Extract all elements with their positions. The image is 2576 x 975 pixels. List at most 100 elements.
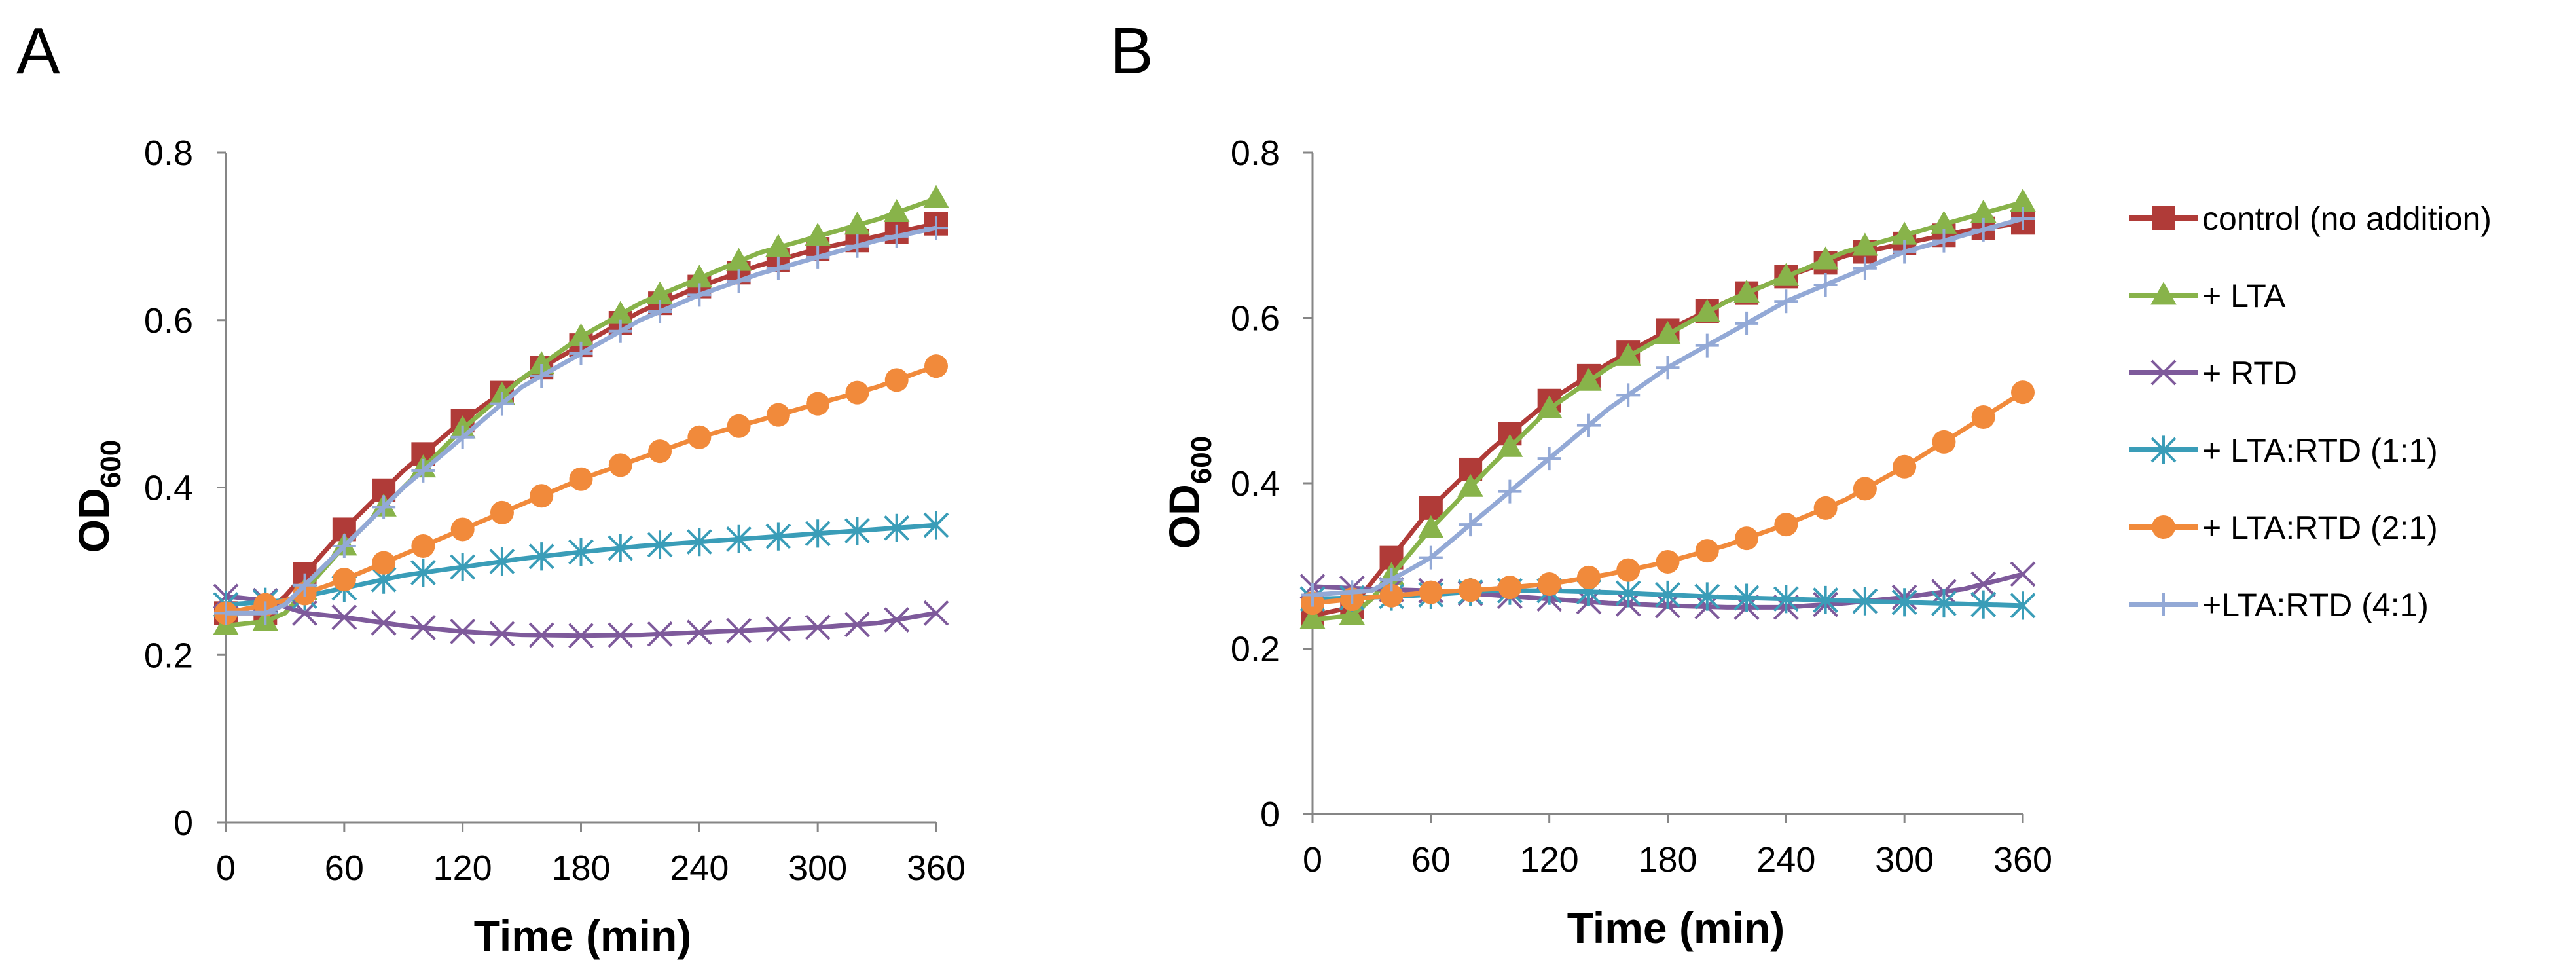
series-lta-rtd-2-1-a: [214, 354, 948, 625]
data-point-lta-rtd-1-1-b: [1773, 585, 1799, 614]
data-point-lta-rtd-1-1-b: [1852, 587, 1878, 616]
panel-b: B OD600 Time (min) 0 0.2 0.4 0.6 0.8 0 60 120 18…: [1110, 14, 2052, 952]
legend-swatch-lta-rtd-1-1: [2129, 435, 2198, 464]
data-point-rtd-a: [647, 621, 673, 647]
data-point-lta-b: [1457, 473, 1483, 497]
data-point-lta-b: [1339, 602, 1366, 625]
data-point-rtd-a: [331, 604, 357, 631]
data-point-rtd-b: [2010, 561, 2036, 587]
legend-entry-lta: + LTA: [2129, 278, 2286, 314]
data-point-rtd-a: [410, 615, 436, 640]
data-point-lta-rtd-4-1-a: [530, 364, 554, 388]
data-point-lta-rtd-1-1-b: [1694, 582, 1720, 611]
series-line-lta-rtd-4-1-b: [1312, 216, 2023, 597]
legend-swatch-lta-rtd-2-1: [2129, 515, 2198, 539]
data-point-lta-rtd-4-1-a: [687, 283, 712, 307]
data-point-lta-rtd-1-1-a: [410, 558, 436, 587]
data-point-lta-rtd-1-1-b: [1931, 589, 1957, 618]
x-tick-label-a: 60: [325, 849, 364, 888]
data-point-lta-rtd-2-1-a: [884, 368, 909, 392]
data-point-lta-b: [2010, 189, 2036, 212]
series-lta-rtd-1-1-b: [1299, 576, 2036, 620]
data-point-rtd-a: [923, 600, 949, 626]
data-point-lta-rtd-2-1-a: [806, 392, 830, 416]
data-point-lta-rtd-2-1-a: [727, 414, 751, 438]
data-point-lta-rtd-2-1-a: [569, 467, 593, 491]
data-point-lta-rtd-1-1-a: [844, 516, 870, 545]
series-layer-a: [213, 185, 949, 649]
x-tick-label-b: 60: [1411, 840, 1451, 879]
data-point-lta-rtd-2-1-b: [2011, 380, 2035, 405]
data-point-lta-rtd-2-1-b: [1498, 576, 1522, 600]
y-tick-label-a: 0.4: [144, 469, 193, 508]
data-point-lta-rtd-1-1-b: [2010, 591, 2036, 620]
x-tick-label-b: 360: [1993, 840, 2052, 879]
data-point-lta-a: [686, 265, 713, 288]
data-point-rtd-a: [608, 622, 634, 648]
data-point-lta-rtd-2-1-a: [845, 380, 869, 405]
data-point-lta-rtd-1-1-a: [647, 530, 673, 559]
data-point-rtd-a: [686, 619, 712, 646]
y-axis-title-main-b: OD: [1160, 484, 1208, 549]
x-tick-label-b: 300: [1875, 840, 1934, 879]
legend-entry-lta-rtd-4-1: +LTA:RTD (4:1): [2129, 587, 2429, 623]
data-point-lta-b: [1615, 342, 1642, 366]
y-tick-label-b: 0.6: [1231, 299, 1280, 339]
x-axis-title-b: Time (min): [1567, 904, 1785, 952]
legend-label-lta: + LTA: [2202, 278, 2286, 314]
data-point-lta-rtd-2-1-b: [1656, 549, 1680, 574]
data-point-lta-rtd-2-1-a: [490, 500, 514, 524]
x-tick-label-b: 180: [1638, 840, 1697, 879]
data-point-lta-rtd-4-1-b: [1576, 413, 1601, 437]
data-point-lta-rtd-4-1-a: [332, 534, 356, 559]
axes-a: 0 0.2 0.4 0.6 0.8 0 60 120 180 240 300 360: [144, 134, 966, 888]
data-point-lta-rtd-4-1-b: [1932, 229, 1956, 253]
data-point-lta-a: [528, 351, 555, 375]
data-point-lta-b: [1299, 606, 1326, 629]
data-point-lta-rtd-2-1-a: [411, 534, 435, 559]
data-point-lta-rtd-2-1-a: [372, 551, 396, 575]
x-tick-label-a: 120: [433, 849, 492, 888]
y-tick-label-a: 0.6: [144, 301, 193, 340]
data-point-lta-b: [1418, 515, 1444, 538]
data-point-lta-rtd-4-1-b: [1340, 580, 1364, 604]
data-point-lta-rtd-2-1-b: [1419, 580, 1443, 604]
data-point-lta-rtd-1-1-a: [686, 528, 712, 557]
data-point-lta-rtd-2-1-a: [332, 568, 356, 592]
legend-marker-x: [2150, 359, 2177, 386]
data-point-lta-rtd-2-1-b: [1813, 496, 1838, 520]
data-point-rtd-a: [371, 610, 397, 636]
data-point-lta-rtd-4-1-a: [845, 234, 869, 258]
data-point-lta-rtd-2-1-a: [648, 439, 672, 464]
panel-letter-b: B: [1110, 14, 1153, 88]
data-point-lta-rtd-1-1-a: [528, 542, 554, 571]
data-point-rtd-a: [805, 614, 831, 640]
data-point-lta-a: [765, 234, 791, 257]
legend: control (no addition) + LTA + RTD + LTA:…: [2129, 200, 2492, 623]
data-point-lta-rtd-4-1-a: [411, 458, 435, 483]
data-point-lta-rtd-4-1-b: [1853, 256, 1877, 280]
axes-b: 0 0.2 0.4 0.6 0.8 0 60 120 180 240 300 360: [1231, 134, 2052, 879]
legend-marker-circle: [2152, 515, 2175, 539]
series-lta-rtd-4-1-a: [214, 216, 948, 625]
data-point-lta-b: [1852, 232, 1878, 256]
data-point-lta-rtd-2-1-a: [924, 354, 948, 378]
data-point-lta-rtd-4-1-a: [924, 216, 948, 240]
data-point-lta-rtd-2-1-b: [1616, 558, 1641, 582]
x-tick-label-a: 240: [670, 849, 729, 888]
y-axis-title-sub-a: 600: [95, 440, 127, 488]
data-point-lta-rtd-4-1-a: [214, 601, 238, 625]
x-tick-label-b: 0: [1303, 840, 1322, 879]
data-point-rtd-a: [568, 623, 594, 649]
y-tick-label-b: 0.4: [1231, 464, 1280, 504]
data-point-lta-rtd-4-1-a: [806, 245, 830, 269]
data-point-rtd-a: [765, 616, 791, 642]
data-point-lta-b: [1891, 221, 1917, 245]
data-point-lta-a: [844, 212, 871, 235]
data-point-lta-b: [1536, 395, 1563, 418]
data-point-lta-b: [1497, 433, 1523, 457]
data-point-lta-rtd-2-1-b: [1459, 578, 1483, 602]
data-point-lta-b: [1654, 321, 1681, 344]
data-point-lta-rtd-4-1-b: [1893, 240, 1917, 264]
